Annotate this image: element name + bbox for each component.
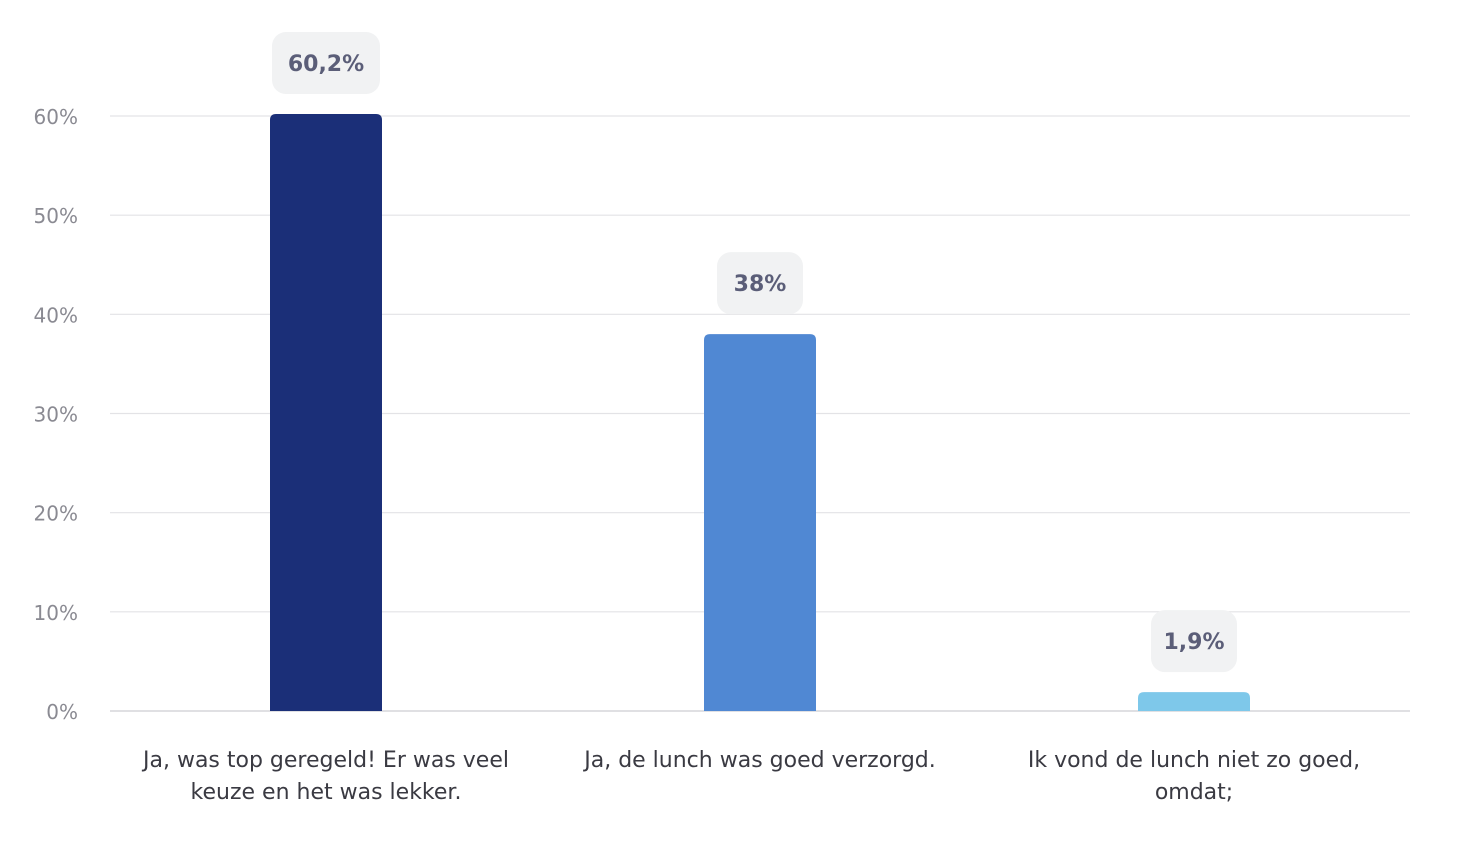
y-tick-label: 20%	[34, 502, 78, 526]
bar	[270, 114, 382, 712]
data-label: 60,2%	[288, 52, 364, 77]
y-tick-label: 0%	[46, 700, 78, 724]
bar	[704, 334, 816, 711]
x-axis: Ja, was top geregeld! Er was veel keuze e…	[141, 748, 1360, 805]
data-label-bubble	[717, 252, 803, 315]
bars	[270, 114, 1250, 712]
x-category-label: keuze en het was lekker.	[191, 780, 462, 805]
x-category-label: Ik vond de lunch niet zo goed,	[1028, 748, 1360, 773]
y-tick-label: 30%	[34, 403, 78, 427]
data-label: 1,9%	[1163, 630, 1224, 655]
y-tick-label: 10%	[34, 601, 78, 625]
data-label: 38%	[734, 272, 787, 297]
y-axis: 0% 10% 20% 30% 40% 50% 60%	[34, 105, 78, 724]
data-labels: 60,2% 38% 1,9%	[272, 32, 1237, 673]
data-label-bubble	[272, 32, 380, 95]
x-category-label: Ja, was top geregeld! Er was veel	[141, 748, 509, 773]
y-tick-label: 50%	[34, 204, 78, 228]
y-tick-label: 40%	[34, 303, 78, 327]
y-tick-label: 60%	[34, 105, 78, 129]
x-category-label: Ja, de lunch was goed verzorgd.	[582, 748, 936, 773]
bar	[1138, 692, 1250, 711]
data-label-bubble	[1151, 610, 1237, 673]
x-category-label: omdat;	[1155, 780, 1233, 805]
